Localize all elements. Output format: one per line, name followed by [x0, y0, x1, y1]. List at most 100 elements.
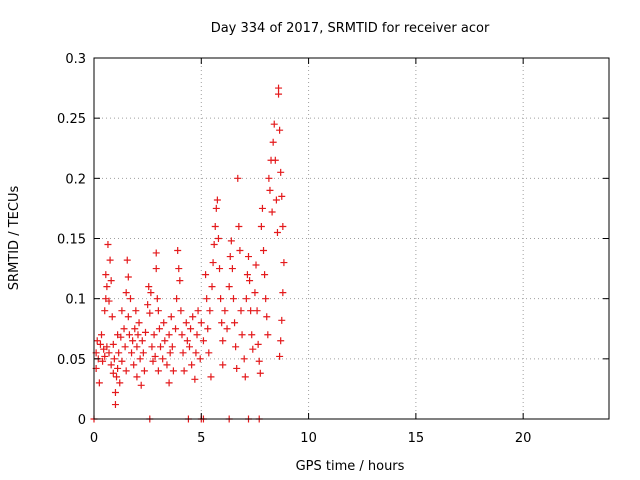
data-point-marker	[206, 307, 213, 314]
data-point-marker	[180, 349, 187, 356]
data-point-marker	[153, 249, 160, 256]
data-point-marker	[163, 361, 170, 368]
data-point-marker	[271, 121, 278, 128]
data-point-marker	[133, 343, 140, 350]
data-point-marker	[154, 295, 161, 302]
data-point-marker	[249, 346, 256, 353]
data-point-marker	[108, 361, 115, 368]
data-point-marker	[134, 331, 141, 338]
data-point-marker	[241, 355, 248, 362]
data-point-marker	[130, 361, 137, 368]
data-point-marker	[110, 341, 117, 348]
data-point-marker	[274, 229, 281, 236]
data-point-marker	[131, 325, 138, 332]
data-point-marker	[277, 337, 284, 344]
data-point-marker	[243, 295, 250, 302]
data-point-marker	[211, 241, 218, 248]
data-point-marker	[181, 367, 188, 374]
data-point-marker	[170, 367, 177, 374]
data-point-marker	[197, 355, 204, 362]
data-point-marker	[254, 307, 261, 314]
data-point-marker	[212, 223, 219, 230]
x-tick-label: 5	[197, 431, 205, 446]
data-point-marker	[224, 325, 231, 332]
data-point-marker	[151, 331, 158, 338]
data-point-marker	[219, 361, 226, 368]
data-point-marker	[169, 343, 176, 350]
data-point-marker	[140, 349, 147, 356]
srmtid-scatter-chart: Day 334 of 2017, SRMTID for receiver aco…	[0, 0, 640, 480]
data-point-marker	[160, 319, 167, 326]
data-point-marker	[155, 367, 162, 374]
data-point-marker	[229, 265, 236, 272]
data-point-marker	[230, 295, 237, 302]
data-point-marker	[275, 91, 282, 98]
data-point-marker	[178, 331, 185, 338]
data-point-marker	[262, 295, 269, 302]
data-point-marker	[234, 175, 241, 182]
data-point-marker	[260, 247, 267, 254]
data-point-marker	[275, 85, 282, 92]
data-point-marker	[148, 343, 155, 350]
data-point-marker	[141, 367, 148, 374]
data-point-marker	[269, 209, 276, 216]
x-tick-label: 10	[300, 431, 317, 446]
data-point-marker	[173, 295, 180, 302]
data-point-marker	[121, 325, 128, 332]
data-point-marker	[97, 341, 104, 348]
data-point-marker	[133, 373, 140, 380]
y-axis-label: SRMTID / TECUs	[7, 186, 22, 291]
data-point-marker	[176, 277, 183, 284]
data-point-marker	[205, 349, 212, 356]
data-point-marker	[237, 307, 244, 314]
data-point-marker	[118, 307, 125, 314]
y-tick-label: 0	[78, 413, 86, 428]
data-point-marker	[280, 259, 287, 266]
data-point-marker	[186, 343, 193, 350]
data-point-marker	[153, 265, 160, 272]
data-point-marker	[270, 139, 277, 146]
data-point-marker	[112, 389, 119, 396]
data-point-marker	[226, 283, 233, 290]
data-point-marker	[106, 349, 113, 356]
chart-title: Day 334 of 2017, SRMTID for receiver aco…	[211, 21, 490, 36]
data-point-marker	[175, 265, 182, 272]
data-point-marker	[118, 358, 125, 365]
data-point-marker	[113, 373, 120, 380]
data-point-marker	[258, 223, 265, 230]
x-tick-label: 20	[515, 431, 532, 446]
data-points	[91, 85, 288, 423]
data-point-marker	[123, 289, 130, 296]
data-point-marker	[94, 337, 101, 344]
data-point-marker	[272, 157, 279, 164]
data-point-marker	[138, 382, 145, 389]
data-point-marker	[128, 349, 135, 356]
data-point-marker	[136, 319, 143, 326]
data-point-marker	[255, 341, 262, 348]
data-point-marker	[191, 376, 198, 383]
data-point-marker	[103, 283, 110, 290]
y-tick-label: 0.15	[57, 233, 86, 248]
data-point-marker	[159, 355, 166, 362]
data-point-marker	[278, 193, 285, 200]
x-tick-label: 0	[90, 431, 98, 446]
data-point-marker	[236, 247, 243, 254]
data-point-marker	[217, 295, 224, 302]
data-point-marker	[209, 283, 216, 290]
data-point-marker	[227, 253, 234, 260]
data-point-marker	[213, 205, 220, 212]
data-point-marker	[214, 196, 221, 203]
data-point-marker	[161, 337, 168, 344]
data-point-marker	[221, 307, 228, 314]
x-axis-label: GPS time / hours	[296, 459, 405, 474]
data-point-marker	[264, 331, 271, 338]
data-point-marker	[109, 313, 116, 320]
data-point-marker	[168, 313, 175, 320]
data-point-marker	[108, 277, 115, 284]
data-point-marker	[219, 337, 226, 344]
data-point-marker	[204, 325, 211, 332]
y-tick-label: 0.2	[65, 172, 86, 187]
data-point-marker	[156, 325, 163, 332]
data-point-marker	[246, 277, 253, 284]
data-point-marker	[166, 379, 173, 386]
